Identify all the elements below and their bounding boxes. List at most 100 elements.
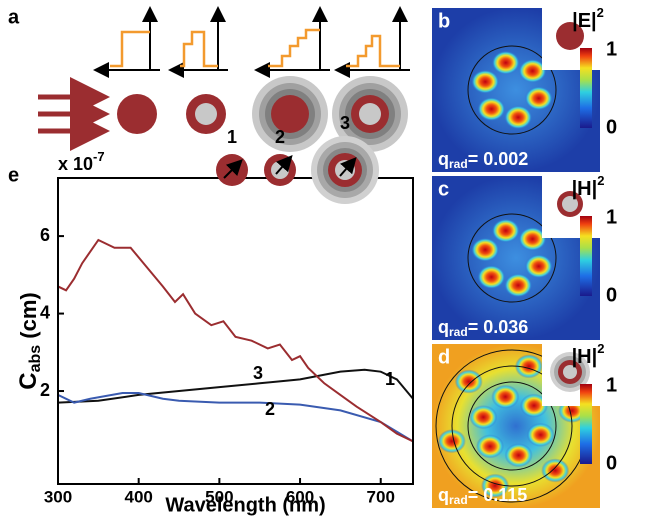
scale-exp: -7 (93, 149, 105, 164)
colorbar-title: |H|2 (572, 341, 605, 368)
field-name: |H| (572, 346, 598, 368)
q-num: = 0.115 (468, 485, 528, 505)
hot-spot (518, 226, 547, 251)
radius-arrow (339, 156, 357, 177)
hot-spot (475, 434, 504, 459)
series-line (58, 391, 413, 443)
inset-label: 3 (340, 113, 350, 133)
hot-spot (526, 422, 555, 447)
inset-core (562, 196, 578, 212)
hot-spot (520, 393, 549, 418)
particle (117, 94, 157, 134)
q-value: qrad= 0.036 (438, 317, 528, 339)
y-axis-label: Cabs (cm) (15, 292, 44, 389)
colorbar-title: |E|2 (572, 5, 604, 32)
x-tick-label: 300 (44, 487, 72, 506)
x-tick-label: 500 (205, 487, 233, 506)
curve-label: 3 (253, 363, 263, 383)
inset-label: 1 (227, 127, 237, 147)
colorbar-min: 0 (606, 284, 617, 306)
curve-label: 2 (265, 399, 275, 419)
hot-spot (514, 354, 543, 379)
boundary (467, 381, 557, 471)
y-label-main: C (15, 372, 42, 389)
inset-particle (563, 365, 577, 379)
colorbar (580, 48, 592, 128)
colorbar-min: 0 (606, 452, 617, 474)
field-name: |E| (572, 10, 597, 32)
q-value: qrad= 0.002 (438, 149, 528, 171)
field-power: 2 (597, 173, 604, 188)
scale-base: x 10 (58, 154, 93, 174)
q-num: = 0.002 (468, 149, 529, 169)
hot-spot (504, 105, 533, 130)
particle (252, 76, 328, 152)
q: q (438, 317, 449, 337)
x-tick-label: 400 (124, 487, 152, 506)
q: q (438, 149, 449, 169)
inset-particle (556, 22, 584, 50)
hot-spot (524, 254, 553, 279)
hot-spot (469, 405, 498, 430)
hot-spot (491, 50, 520, 75)
radius-arrow (223, 159, 243, 179)
panel-label: c (438, 178, 449, 200)
colorbar (580, 216, 592, 296)
curve-label: 1 (385, 369, 395, 389)
q-sub: rad (449, 493, 468, 507)
q-sub: rad (449, 325, 468, 339)
hot-spot (454, 369, 483, 394)
hot-spot (491, 218, 520, 243)
profile-axes (93, 6, 410, 78)
radius-arrow (275, 154, 293, 175)
profiles (110, 28, 400, 68)
field-power: 2 (597, 341, 604, 356)
field-name: |H| (572, 178, 598, 200)
colorbar-min: 0 (606, 116, 617, 138)
x-tick-label: 600 (286, 487, 314, 506)
colorbar (580, 384, 592, 464)
panel-label: e (8, 164, 19, 186)
hot-spot (471, 237, 500, 262)
y-label-unit: (cm) (16, 292, 41, 345)
x-tick-label: 700 (367, 487, 395, 506)
panel-label: a (8, 6, 20, 28)
hot-spot (477, 265, 506, 290)
inset-label: 2 (275, 127, 285, 147)
hot-spot (477, 97, 506, 122)
q-sub: rad (449, 157, 468, 171)
colorbar-max: 1 (606, 206, 617, 228)
q: q (438, 485, 449, 505)
hot-spot (437, 429, 466, 454)
panel-label: b (438, 10, 450, 32)
colorbar-max: 1 (606, 38, 617, 60)
scale-label: x 10-7 (58, 149, 105, 173)
hot-spot (504, 273, 533, 298)
series-line (58, 238, 413, 443)
field-power: 2 (597, 5, 604, 20)
hot-spot (541, 458, 570, 483)
y-tick-label: 2 (40, 380, 50, 400)
incident-arrows (38, 77, 110, 151)
q-value: qrad= 0.115 (438, 485, 527, 507)
hot-spot (518, 58, 547, 83)
boundary (467, 45, 557, 135)
hot-spot (504, 443, 533, 468)
hot-spot (481, 473, 510, 498)
hot-spot (524, 86, 553, 111)
y-label-sub: abs (27, 345, 44, 373)
colorbar-max: 1 (606, 374, 617, 396)
y-tick-label: 6 (40, 225, 50, 245)
boundary (451, 365, 573, 487)
hot-spot (471, 69, 500, 94)
x-axis-label: Wavelength (nm) (165, 494, 325, 516)
panel-a: a (8, 6, 410, 152)
q-num: = 0.036 (468, 317, 529, 337)
hot-spot (491, 384, 520, 409)
colorbar-title: |H|2 (572, 173, 605, 200)
series-line (58, 368, 413, 404)
